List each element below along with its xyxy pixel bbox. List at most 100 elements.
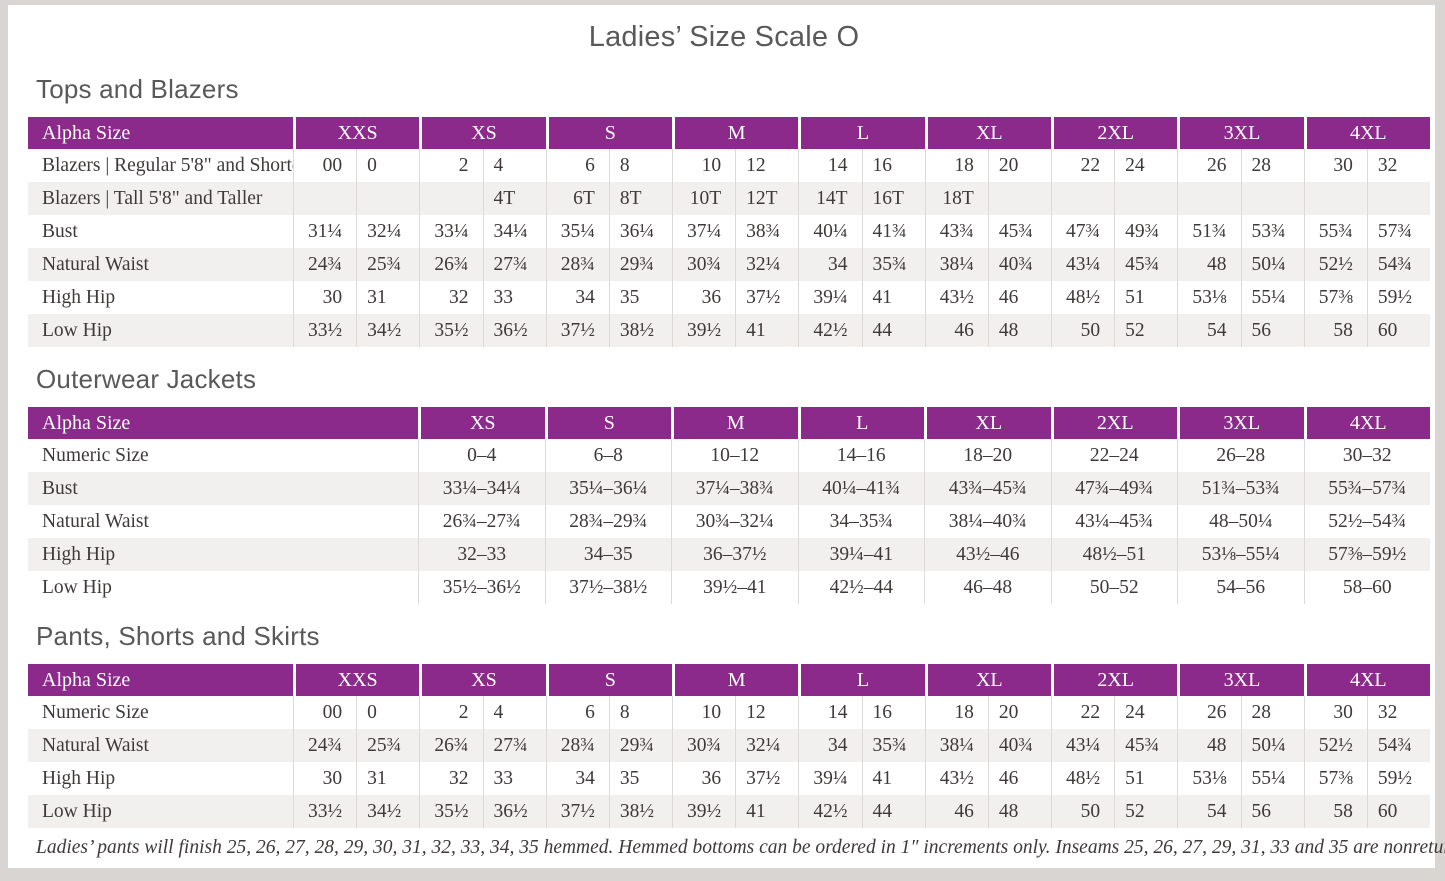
data-cell: 6 <box>545 696 609 729</box>
data-cell: 38½ <box>608 795 672 828</box>
data-cell: 51 <box>1114 762 1177 795</box>
data-cell: 50 <box>1051 795 1115 828</box>
data-cell: 59½ <box>1366 281 1430 314</box>
page-title: Ladies’ Size Scale O <box>588 21 860 53</box>
data-cell: 41¾ <box>861 215 925 248</box>
data-cell: 30 <box>1303 696 1367 729</box>
data-cell: 38½ <box>608 314 672 347</box>
data-cell: 24¾ <box>293 248 357 281</box>
data-cell: 41 <box>861 762 925 795</box>
size-table: Alpha Size XXS XS S M L XL 2XL 3XL 4XL Numeric Siz… <box>28 664 1430 828</box>
data-cell: 4 <box>482 696 546 729</box>
data-cell: 8 <box>608 696 672 729</box>
data-cell: 39½ <box>672 314 736 347</box>
data-cell: 39½–41 <box>671 571 798 604</box>
row-label: Natural Waist <box>28 248 293 281</box>
data-cell: 32 <box>419 762 482 795</box>
alpha-size-header: Alpha Size <box>28 117 293 149</box>
data-cell: 31 <box>356 281 419 314</box>
data-cell: 4T <box>482 182 546 215</box>
data-cell <box>293 182 357 215</box>
data-cell: 48½ <box>1051 281 1114 314</box>
data-cell: 51 <box>1114 281 1177 314</box>
data-cell: 12T <box>735 182 799 215</box>
data-cell: 32 <box>1366 696 1430 729</box>
table-section: Pants, Shorts and Skirts Alpha Size XXS XS S… <box>28 621 1430 828</box>
data-cell: 53¾ <box>1240 215 1304 248</box>
data-cell: 26 <box>1177 149 1240 182</box>
data-cell: 37¼–38¾ <box>671 472 798 505</box>
size-header: L <box>798 664 925 696</box>
data-cell: 33¼–34¼ <box>418 472 545 505</box>
data-cell: 14–16 <box>797 439 925 472</box>
data-cell: 20 <box>987 696 1051 729</box>
data-cell: 14T <box>798 182 862 215</box>
data-cell: 46 <box>924 795 988 828</box>
data-cell: 12 <box>735 149 798 182</box>
data-cell: 32–33 <box>418 538 545 571</box>
data-cell: 34–35 <box>544 538 671 571</box>
data-cell: 10 <box>672 149 735 182</box>
data-cell: 39¼ <box>798 281 861 314</box>
data-cell: 29¾ <box>608 729 672 762</box>
data-cell: 57⅜ <box>1303 762 1367 795</box>
size-header: XS <box>419 117 546 149</box>
data-cell: 16 <box>861 149 925 182</box>
data-cell: 10T <box>672 182 736 215</box>
data-cell: 2 <box>419 696 482 729</box>
size-header: L <box>798 117 925 149</box>
data-cell: 34¼ <box>482 215 546 248</box>
data-cell: 28 <box>1240 149 1304 182</box>
data-cell: 48½ <box>1051 762 1114 795</box>
data-cell: 26 <box>1177 696 1240 729</box>
data-cell: 38¼ <box>924 248 988 281</box>
size-header: 3XL <box>1177 407 1304 439</box>
data-cell: 22 <box>1051 149 1114 182</box>
data-cell: 28 <box>1240 696 1304 729</box>
data-cell: 52 <box>1114 795 1178 828</box>
data-cell: 18T <box>924 182 988 215</box>
data-cell: 47¾ <box>1051 215 1114 248</box>
data-cell: 58–60 <box>1303 571 1431 604</box>
data-cell <box>1240 182 1304 215</box>
data-cell: 20 <box>987 149 1051 182</box>
data-cell <box>356 182 420 215</box>
size-header: XL <box>924 407 1051 439</box>
data-cell <box>419 182 483 215</box>
size-header: M <box>672 664 799 696</box>
data-cell: 8 <box>608 149 672 182</box>
data-cell: 25¾ <box>356 248 420 281</box>
row-label: Blazers | Tall 5'8" and Taller <box>28 182 293 215</box>
data-cell: 16T <box>861 182 925 215</box>
row-label: High Hip <box>42 768 116 789</box>
data-cell: 36½ <box>482 314 546 347</box>
data-cell: 54¾ <box>1366 248 1430 281</box>
data-cell: 37¼ <box>672 215 735 248</box>
data-cell: 42½ <box>798 314 862 347</box>
data-cell: 34½ <box>356 795 420 828</box>
alpha-size-header: Alpha Size <box>28 664 293 696</box>
data-cell: 51¾ <box>1177 215 1240 248</box>
data-cell: 50–52 <box>1050 571 1178 604</box>
data-cell: 18 <box>924 149 988 182</box>
data-cell: 34 <box>798 248 862 281</box>
data-cell: 25¾ <box>356 729 420 762</box>
data-cell: 0 <box>356 696 419 729</box>
document-content: Ladies’ Size Scale O Tops and Blazers Alp… <box>8 5 1445 859</box>
data-cell: 43½–46 <box>924 538 1051 571</box>
data-cell: 4 <box>482 149 546 182</box>
data-cell: 36¼ <box>608 215 672 248</box>
data-cell: 26¾–27¾ <box>418 505 545 538</box>
data-cell: 37½ <box>545 795 609 828</box>
row-label: Blazers | Regular 5'8" and Shorter <box>42 155 293 176</box>
data-cell: 58 <box>1303 314 1367 347</box>
size-table: Alpha Size XS S M L XL 2XL 3XL 4XL Numeric Size 0–… <box>28 407 1430 604</box>
data-cell: 32¼ <box>356 215 419 248</box>
data-cell: 39½ <box>672 795 736 828</box>
data-cell: 38¼–40¾ <box>924 505 1051 538</box>
data-cell: 0 <box>356 149 419 182</box>
data-cell: 52½ <box>1303 729 1367 762</box>
data-cell: 26¾ <box>419 248 483 281</box>
document-page: Ladies’ Size Scale O Tops and Blazers Alp… <box>8 5 1445 868</box>
data-cell: 52 <box>1114 314 1178 347</box>
